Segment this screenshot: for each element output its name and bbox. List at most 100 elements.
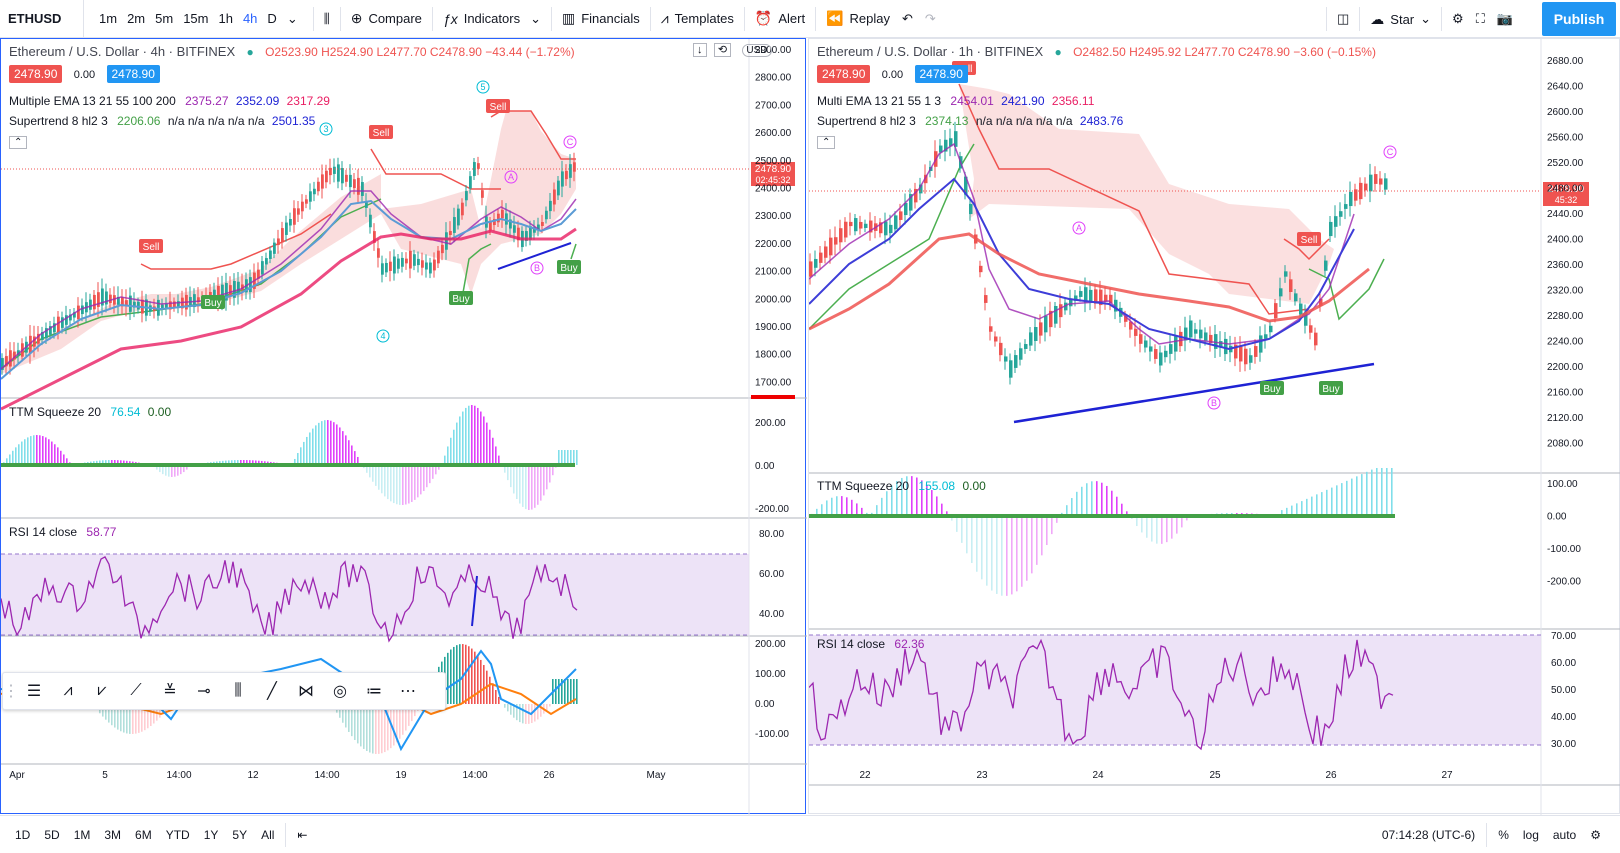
- gann-icon[interactable]: ◎: [333, 683, 347, 700]
- tf-2m[interactable]: 2m: [127, 11, 146, 26]
- histogram-bar: [255, 460, 257, 465]
- range-1y[interactable]: 1Y: [203, 827, 219, 842]
- candle: [413, 254, 416, 266]
- candle: [894, 215, 898, 230]
- chevron-down-icon: ⌄: [530, 10, 541, 26]
- chart-type-button[interactable]: ⫼: [318, 0, 336, 38]
- collapse-legend-button[interactable]: ⌃: [9, 136, 28, 149]
- goto-date-icon[interactable]: ⇤: [297, 827, 308, 842]
- scroll-down-icon[interactable]: ↓: [693, 43, 707, 57]
- horizontal-lines-icon[interactable]: ☰: [26, 683, 42, 700]
- layout-button[interactable]: ◫: [1331, 0, 1355, 38]
- chart-pane-left[interactable]: Sell Sell Sell Buy Buy Buy 5 3 4 A B C 2…: [0, 38, 807, 815]
- tf-4h[interactable]: 4h: [242, 11, 258, 26]
- supertrend-legend[interactable]: Supertrend 8 hl2 3 2374.13 n/a n/a n/a n…: [817, 114, 1123, 128]
- chart-controls: ↓ ⟲ USD: [693, 42, 772, 57]
- left-price-axis[interactable]: 2900.00 2800.00 2700.00 2600.00 2500.00 2400.…: [755, 45, 792, 740]
- svg-text:C: C: [1387, 147, 1394, 157]
- histogram-bar: [66, 458, 68, 465]
- horizontal-ray-icon[interactable]: ⊸: [197, 683, 211, 700]
- ttm-legend[interactable]: TTM Squeeze 20 155.08 0.00: [817, 479, 986, 493]
- text-tool-icon[interactable]: ⋯: [400, 683, 416, 700]
- range-5y[interactable]: 5Y: [232, 827, 248, 842]
- candle: [33, 336, 36, 347]
- right-time-axis[interactable]: 22 23 24 25 26 27: [859, 770, 1453, 781]
- trend-line[interactable]: [1013, 362, 1375, 424]
- rsi-legend[interactable]: RSI 14 close 62.36: [817, 637, 924, 651]
- drag-handle-icon[interactable]: ⋮: [3, 683, 19, 700]
- range-6m[interactable]: 6M: [135, 827, 152, 842]
- snapshot-button[interactable]: 📷: [1491, 0, 1519, 38]
- range-1d[interactable]: 1D: [15, 827, 31, 842]
- candle: [93, 294, 96, 310]
- range-ytd[interactable]: YTD: [165, 827, 190, 842]
- auto-toggle[interactable]: auto: [1552, 827, 1577, 842]
- trend-line[interactable]: [497, 242, 572, 270]
- range-all[interactable]: All: [261, 827, 275, 842]
- ema-legend[interactable]: Multi EMA 13 21 55 1 3 2454.01 2421.90 2…: [817, 94, 1094, 108]
- tf-1m[interactable]: 1m: [99, 11, 118, 26]
- histogram-bar: [522, 704, 524, 724]
- alert-button[interactable]: ⏰ Alert: [749, 0, 811, 38]
- gear-icon[interactable]: ⚙: [1590, 827, 1601, 842]
- percent-toggle[interactable]: %: [1498, 827, 1509, 842]
- left-chart-legend: Ethereum / U.S. Dollar · 4h · BITFINEX ●…: [9, 44, 575, 59]
- bid-price[interactable]: 2478.90: [817, 65, 871, 83]
- symbol-search[interactable]: ETHUSD: [0, 0, 84, 38]
- candle: [397, 258, 400, 269]
- collapse-legend-button[interactable]: ⌃: [817, 136, 836, 149]
- settings-button[interactable]: ⚙: [1446, 0, 1470, 38]
- range-3m[interactable]: 3M: [104, 827, 122, 842]
- candle: [437, 250, 440, 264]
- log-toggle[interactable]: log: [1522, 827, 1539, 842]
- redo-button[interactable]: ↷: [919, 0, 942, 38]
- templates-button[interactable]: ⩘ Templates: [655, 0, 740, 38]
- currency-badge[interactable]: USD: [742, 44, 772, 57]
- price-range-icon[interactable]: ⫼: [234, 682, 242, 699]
- wave-pattern-icon[interactable]: ⩘: [63, 682, 73, 699]
- histogram-bar: [1056, 516, 1058, 523]
- candle: [1129, 321, 1133, 330]
- tf-1h[interactable]: 1h: [218, 11, 233, 26]
- financials-button[interactable]: ▥ Financials: [556, 0, 646, 38]
- range-1m[interactable]: 1M: [73, 827, 91, 842]
- rsi-trend-line[interactable]: [471, 575, 478, 627]
- maximize-icon[interactable]: ⟲: [713, 43, 732, 57]
- tf-d[interactable]: D: [267, 11, 277, 26]
- right-price-axis[interactable]: 2680.00 2640.00 2600.00 2560.00 2520.00 2480.…: [1547, 56, 1584, 750]
- range-5d[interactable]: 5D: [44, 827, 60, 842]
- fib-retracement-icon[interactable]: ≚: [163, 683, 177, 700]
- right-toolbar: ◫ ☁ Star ⌄ ⚙ ⛶ 📷: [1322, 0, 1519, 38]
- supertrend-line-down-2: [1283, 238, 1330, 261]
- left-time-axis[interactable]: Apr 5 14:00 12 14:00 19 14:00 26 May: [9, 770, 665, 781]
- histogram-bar: [297, 453, 299, 465]
- candle: [565, 170, 568, 180]
- tf-5m[interactable]: 5m: [155, 11, 174, 26]
- chart-pane-right[interactable]: Sell Sell Buy Buy A B C 2478.90 45:32 26…: [808, 38, 1620, 815]
- brush-icon[interactable]: ≔: [366, 683, 382, 700]
- left-chart-canvas[interactable]: Sell Sell Sell Buy Buy Buy 5 3 4 A B C 2…: [1, 39, 807, 815]
- candle: [1199, 329, 1203, 339]
- rsi-legend[interactable]: RSI 14 close 58.77: [9, 525, 116, 539]
- ask-price[interactable]: 2478.90: [914, 65, 968, 83]
- ema-legend[interactable]: Multiple EMA 13 21 55 100 200 2375.27 23…: [9, 94, 330, 108]
- indicators-button[interactable]: ƒx Indicators ⌄: [437, 0, 547, 38]
- star-button[interactable]: ☁ Star ⌄: [1364, 0, 1437, 38]
- bid-price[interactable]: 2478.90: [9, 65, 63, 83]
- undo-button[interactable]: ↶: [896, 0, 919, 38]
- right-chart-canvas[interactable]: Sell Sell Buy Buy A B C 2478.90 45:32 26…: [809, 39, 1620, 815]
- line-tool-icon[interactable]: ╱: [267, 683, 277, 700]
- compare-button[interactable]: ⊕ Compare: [345, 0, 428, 38]
- tf-15m[interactable]: 15m: [183, 11, 209, 26]
- replay-button[interactable]: ⏪ Replay: [820, 0, 896, 38]
- trend-line-icon[interactable]: ⟋: [130, 682, 142, 699]
- clock[interactable]: 07:14:28 (UTC-6): [1381, 827, 1476, 842]
- xabcd-pattern-icon[interactable]: ⋈: [298, 683, 314, 700]
- ask-price[interactable]: 2478.90: [106, 65, 160, 83]
- ttm-legend[interactable]: TTM Squeeze 20 76.54 0.00: [9, 405, 171, 419]
- supertrend-legend[interactable]: Supertrend 8 hl2 3 2206.06 n/a n/a n/a n…: [9, 114, 315, 128]
- publish-button[interactable]: Publish: [1542, 2, 1616, 36]
- chevron-down-icon[interactable]: ⌄: [286, 10, 298, 26]
- abc-pattern-icon[interactable]: ⩗: [97, 682, 107, 699]
- fullscreen-button[interactable]: ⛶: [1470, 0, 1491, 38]
